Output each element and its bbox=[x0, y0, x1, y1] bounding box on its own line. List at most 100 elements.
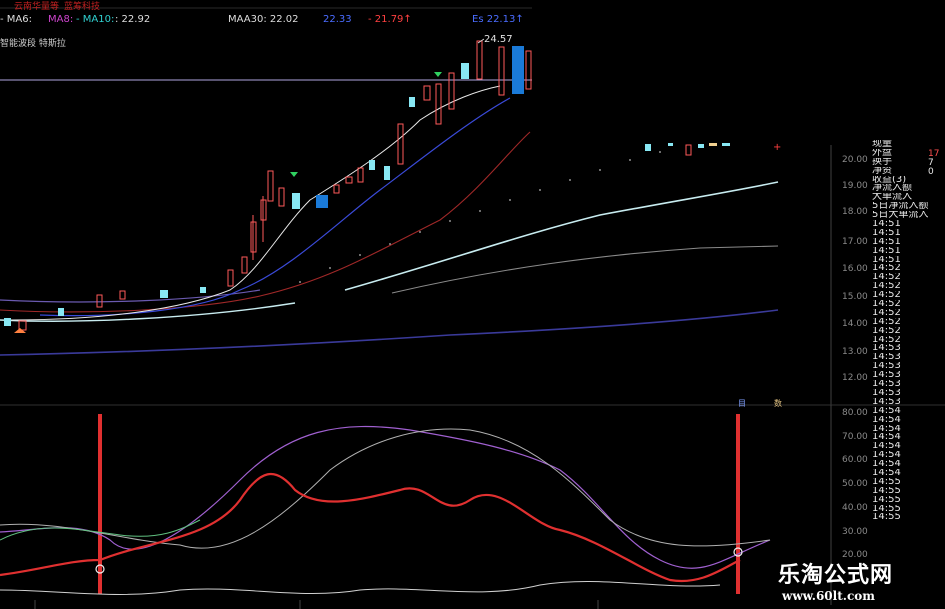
trade-time: 14:54 bbox=[872, 442, 901, 452]
green-marker bbox=[290, 172, 298, 177]
trade-time: 14:52 bbox=[872, 326, 901, 336]
tag-left[interactable]: 目 bbox=[738, 399, 746, 408]
trade-time: 14:52 bbox=[872, 264, 901, 274]
tag-right[interactable]: 数 bbox=[774, 399, 782, 408]
panel-item: 净资 bbox=[872, 166, 892, 176]
price-tick: 14.00 bbox=[842, 319, 868, 329]
osc-tick: 70.00 bbox=[842, 432, 868, 442]
candle bbox=[409, 97, 415, 107]
candle bbox=[316, 195, 328, 208]
candle bbox=[369, 160, 375, 170]
price-tick: 13.00 bbox=[842, 347, 868, 357]
indicator-label: 智能波段 特斯拉 bbox=[0, 39, 66, 49]
ma-item: MAA30: 22.02 bbox=[228, 14, 299, 25]
peak-annotation: 24.57 bbox=[484, 34, 513, 45]
candle bbox=[357, 167, 364, 183]
trade-time: 14:53 bbox=[872, 397, 901, 407]
quote-side-panel: 现量 外盘 换手 净资 收益(3) 净流入额 大单流入 5日净流入额 5日大单流… bbox=[872, 140, 928, 522]
candle bbox=[278, 187, 285, 207]
trade-times: 14:51 14:51 14:51 14:51 14:51 14:52 14:52 14:52… bbox=[872, 220, 928, 522]
candle bbox=[241, 256, 248, 274]
candle bbox=[292, 193, 300, 209]
candle bbox=[645, 144, 651, 151]
osc-tick: 30.00 bbox=[842, 527, 868, 537]
panel-item: 收益(3) bbox=[872, 175, 907, 185]
trade-time: 14:52 bbox=[872, 291, 901, 301]
trade-time: 14:52 bbox=[872, 273, 901, 283]
candle bbox=[250, 221, 257, 253]
candle bbox=[200, 287, 206, 293]
trade-time: 14:52 bbox=[872, 300, 901, 309]
ma-cyan-lower bbox=[0, 302, 296, 322]
trade-time: 14:51 bbox=[872, 220, 901, 229]
panel-item: 换手 bbox=[872, 157, 892, 167]
candle bbox=[18, 320, 27, 331]
candle bbox=[267, 170, 274, 202]
candle bbox=[525, 50, 532, 90]
price-tick: 20.00 bbox=[842, 155, 868, 165]
buy-arrow bbox=[14, 328, 26, 333]
trade-time: 14:51 bbox=[872, 228, 901, 238]
ma-purple-top bbox=[0, 289, 261, 303]
trade-time: 14:54 bbox=[872, 433, 901, 443]
trade-time: 14:54 bbox=[872, 415, 901, 425]
ma-item: - 21.79↑ bbox=[368, 14, 412, 25]
candle bbox=[119, 290, 126, 300]
candle bbox=[4, 318, 11, 326]
candle bbox=[698, 144, 704, 148]
trade-time: 14:53 bbox=[872, 371, 901, 381]
signal-bar-left bbox=[98, 414, 102, 594]
stock-name: 云南华量等 bbox=[14, 2, 60, 12]
panel-right-values: 17 7 0 bbox=[928, 150, 939, 177]
osc-red-line bbox=[0, 472, 741, 583]
panel-item: 净流入额 bbox=[872, 184, 912, 194]
trade-time: 14:52 bbox=[872, 282, 901, 292]
ma-item: - MA6: bbox=[0, 14, 32, 25]
ma-gray-right bbox=[391, 245, 779, 294]
osc-tick: 50.00 bbox=[842, 479, 868, 489]
candle bbox=[260, 199, 267, 221]
trade-time: 14:54 bbox=[872, 451, 901, 461]
trade-time: 14:52 bbox=[872, 317, 901, 327]
price-tick: 16.00 bbox=[842, 264, 868, 274]
candle bbox=[685, 144, 692, 156]
trade-time: 14:52 bbox=[872, 308, 901, 318]
trade-time: 14:55 bbox=[872, 495, 901, 505]
trade-time: 14:53 bbox=[872, 388, 901, 398]
trade-time: 14:52 bbox=[872, 335, 901, 345]
candle bbox=[333, 184, 340, 194]
price-tick: 17.00 bbox=[842, 237, 868, 247]
trade-time: 14:55 bbox=[872, 504, 901, 514]
trade-time: 14:53 bbox=[872, 353, 901, 363]
panel-item: 现量 bbox=[872, 140, 892, 149]
ma-item: Es 22.13↑ bbox=[472, 14, 524, 25]
osc-tick: 20.00 bbox=[842, 550, 868, 560]
ma-item: MA8: bbox=[48, 14, 74, 25]
candle bbox=[160, 290, 168, 298]
trade-time: 14:54 bbox=[872, 460, 901, 469]
candle bbox=[668, 143, 673, 146]
panel-item: 大单流入 bbox=[872, 193, 912, 203]
trade-time: 14:53 bbox=[872, 362, 901, 372]
candle bbox=[512, 46, 524, 94]
candle bbox=[227, 269, 234, 287]
panel-item: 外盘 bbox=[872, 148, 892, 158]
cross-marker: + bbox=[773, 142, 781, 153]
osc-tick: 60.00 bbox=[842, 455, 868, 465]
trade-time: 14:53 bbox=[872, 380, 901, 389]
price-tick: 15.00 bbox=[842, 292, 868, 302]
watermark-url: www.60lt.com bbox=[782, 589, 875, 603]
ma-cyan-right bbox=[344, 181, 779, 291]
osc-gray-line bbox=[0, 428, 771, 549]
panel-value: 7 bbox=[928, 158, 934, 168]
candle bbox=[498, 46, 505, 96]
trade-time: 14:51 bbox=[872, 255, 901, 265]
ma-mid-red bbox=[0, 131, 531, 313]
trade-time: 14:55 bbox=[872, 513, 901, 523]
candle bbox=[435, 83, 442, 125]
osc-cross-marker bbox=[95, 564, 105, 574]
trade-time: 14:54 bbox=[872, 468, 901, 478]
price-tick: 12.00 bbox=[842, 373, 868, 383]
trade-time: 14:54 bbox=[872, 424, 901, 434]
